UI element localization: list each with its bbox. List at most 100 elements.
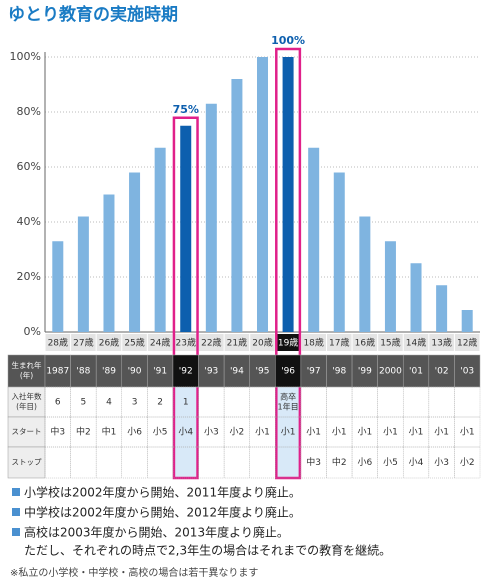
x-tick-label: 22歳	[201, 337, 221, 349]
x-tick-label: 16歳	[355, 337, 375, 349]
highlight-box	[275, 47, 302, 480]
category-cell	[403, 334, 429, 351]
note: 高校は2003年度から開始、2013年度より廃止。	[24, 525, 289, 540]
category-cell	[378, 334, 403, 351]
table-cell	[44, 354, 71, 388]
row-header-cell	[7, 446, 46, 479]
table-text: 小1	[357, 427, 372, 438]
y-tick-label: 0%	[24, 325, 41, 338]
table-cell	[275, 354, 302, 388]
chart: 0% 20% 40% 60% 80% 100% 28歳 27歳 26歳 25歳 24歳 23歳 75% 2…	[7, 34, 481, 480]
table-cell	[454, 386, 481, 418]
table-text: 小2	[460, 457, 475, 468]
table-text: '92	[179, 367, 193, 377]
category-cell	[352, 334, 378, 351]
table-text: '94	[230, 367, 244, 377]
table-text: '90	[128, 367, 142, 377]
table-cell	[223, 386, 250, 418]
row-header: (年目)	[16, 401, 37, 411]
table-text: '03	[460, 367, 474, 377]
table-text: '95	[256, 367, 270, 377]
table-cell	[351, 386, 378, 418]
row-header-cell	[7, 416, 46, 448]
table-text: 小1	[434, 427, 449, 438]
category-cell	[71, 334, 96, 351]
table-text: 小3	[434, 457, 449, 468]
table-text: 中1	[102, 426, 117, 438]
table-cell	[402, 386, 430, 418]
table-text: 小2	[230, 427, 245, 438]
bar	[257, 57, 268, 332]
table-cell	[300, 446, 327, 479]
category-cell	[224, 334, 250, 351]
category-cell	[301, 334, 326, 351]
table-text: 小1	[281, 427, 296, 438]
table-text: '02	[435, 367, 449, 377]
x-tick-label: 25歳	[124, 337, 144, 349]
table-text: 小1	[460, 427, 475, 438]
x-tick-label: 12歳	[457, 337, 477, 349]
bar	[52, 241, 64, 332]
table-text: '98	[332, 367, 346, 377]
table-text: 小1	[383, 427, 398, 438]
table-text: 5	[81, 398, 87, 408]
table-cell	[172, 354, 199, 388]
table-cell	[172, 446, 199, 479]
bar	[384, 241, 396, 332]
table-text: '91	[153, 367, 167, 377]
category-cell	[199, 334, 224, 351]
x-tick-label: 15歳	[380, 337, 400, 349]
note: 中学校は2002年度から開始、2012年度より廃止。	[24, 505, 301, 520]
table-text: 小5	[383, 457, 398, 468]
table-cell	[428, 386, 455, 418]
category-cell	[326, 334, 352, 351]
x-tick-label: 18歳	[303, 337, 323, 349]
table-text: 小4	[178, 427, 193, 438]
table-cell	[95, 354, 123, 388]
table-cell	[428, 446, 455, 479]
table-cell	[326, 386, 353, 418]
category-cell	[96, 334, 122, 351]
table-cell	[70, 446, 97, 479]
table-text: '88	[76, 367, 90, 377]
x-tick-label: 17歳	[329, 337, 349, 349]
row-header: 入社年数	[12, 391, 42, 401]
table-cell	[377, 386, 404, 418]
highlight-bg	[275, 387, 301, 478]
table-text: 2000	[379, 367, 402, 377]
row-header: ストップ	[12, 458, 42, 467]
bullet	[12, 508, 20, 516]
bar	[77, 216, 89, 332]
bar	[180, 125, 192, 332]
table-text: 高卒	[280, 392, 296, 402]
table-cell	[249, 446, 276, 479]
table-cell	[428, 354, 455, 388]
table-text: '93	[204, 367, 218, 377]
table-cell	[326, 354, 353, 388]
y-tick-label: 60%	[17, 160, 41, 173]
bar	[359, 216, 371, 332]
table-cell	[300, 354, 327, 388]
table-cell	[95, 446, 123, 479]
y-tick-label: 100%	[10, 50, 41, 63]
table-cell	[377, 446, 404, 479]
table-cell	[275, 446, 302, 479]
table-text: '96	[281, 367, 295, 377]
highlight-bg	[172, 387, 199, 478]
table-text: 1年目	[278, 402, 299, 412]
bar	[231, 79, 243, 332]
bullet	[12, 488, 20, 496]
table-text: 1987	[46, 367, 69, 377]
table-cell	[300, 386, 327, 418]
row-header: (年)	[20, 370, 33, 380]
category-cell	[45, 334, 71, 351]
bar	[436, 285, 448, 332]
table-text: 小4	[409, 457, 424, 468]
x-tick-label: 27歳	[73, 337, 93, 349]
x-tick-label: 13歳	[431, 337, 451, 349]
table-text: 小3	[204, 427, 219, 438]
table-cell	[44, 446, 71, 479]
table-cell	[147, 354, 174, 388]
y-tick-label: 40%	[17, 215, 41, 228]
